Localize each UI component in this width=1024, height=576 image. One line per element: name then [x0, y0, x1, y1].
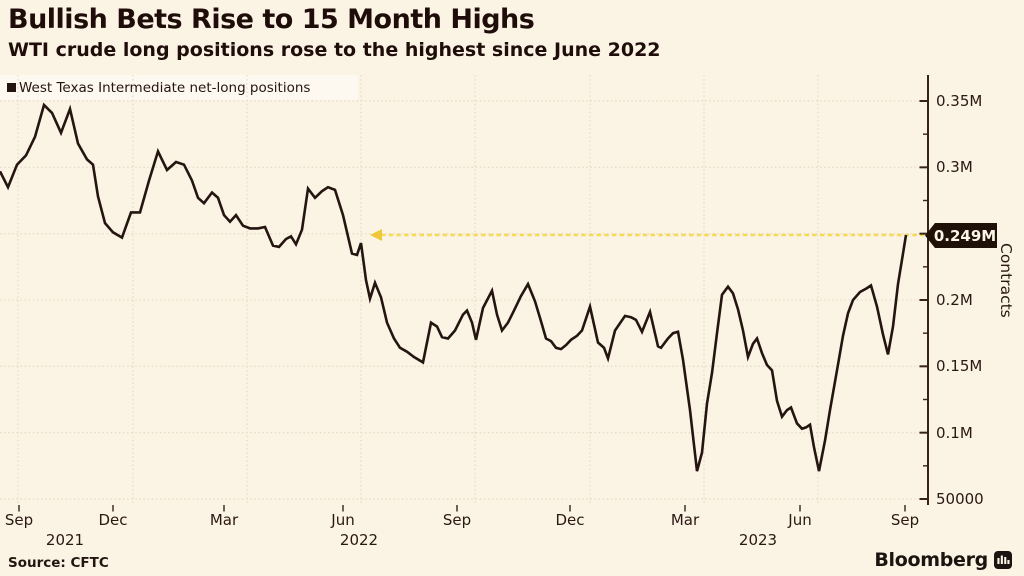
y-tick-label-0.1M: 0.1M	[936, 423, 973, 442]
y-tick-label-0.15M: 0.15M	[936, 357, 983, 376]
x-tick-label-Mar: Mar	[670, 511, 700, 529]
legend: West Texas Intermediate net-long positio…	[0, 75, 358, 100]
chart-title: Bullish Bets Rise to 15 Month Highs	[8, 4, 535, 35]
bloomberg-terminal-icon	[994, 551, 1012, 569]
legend-label: West Texas Intermediate net-long positio…	[19, 79, 311, 96]
y-tick-label-0.3M: 0.3M	[936, 158, 973, 177]
x-tick-label-Sep: Sep	[4, 511, 34, 529]
x-tick-label-Mar: Mar	[209, 511, 239, 529]
y-tick-label-0.35M: 0.35M	[936, 92, 983, 110]
brand-lockup: Bloomberg	[874, 549, 1012, 571]
last-value-badge-label: 0.249M	[933, 226, 997, 245]
series-line	[0, 102, 908, 472]
y-tick-label-0.2M: 0.2M	[936, 291, 973, 309]
x-tick-label-Dec: Dec	[98, 511, 128, 529]
x-tick-label-Dec: Dec	[555, 511, 585, 529]
annotation-arrow-head-icon	[370, 228, 382, 241]
year-label-2022: 2022	[339, 531, 379, 549]
chart-subtitle: WTI crude long positions rose to the hig…	[8, 39, 661, 61]
last-value-badge: 0.249M	[925, 223, 997, 248]
year-label-2021: 2021	[45, 531, 85, 549]
plot-area	[0, 75, 929, 512]
x-tick-label-Jun: Jun	[331, 511, 355, 529]
y-axis-title: Contracts	[997, 243, 1015, 318]
year-label-2023: 2023	[738, 531, 778, 549]
source-note: Source: CFTC	[8, 555, 109, 571]
brand-name: Bloomberg	[874, 549, 988, 571]
x-tick-label-Sep: Sep	[442, 511, 472, 529]
x-tick-label-Sep: Sep	[890, 511, 920, 529]
legend-swatch-icon	[7, 83, 16, 92]
x-tick-label-Jun: Jun	[788, 511, 812, 529]
y-tick-label-50000: 50000	[936, 490, 984, 508]
